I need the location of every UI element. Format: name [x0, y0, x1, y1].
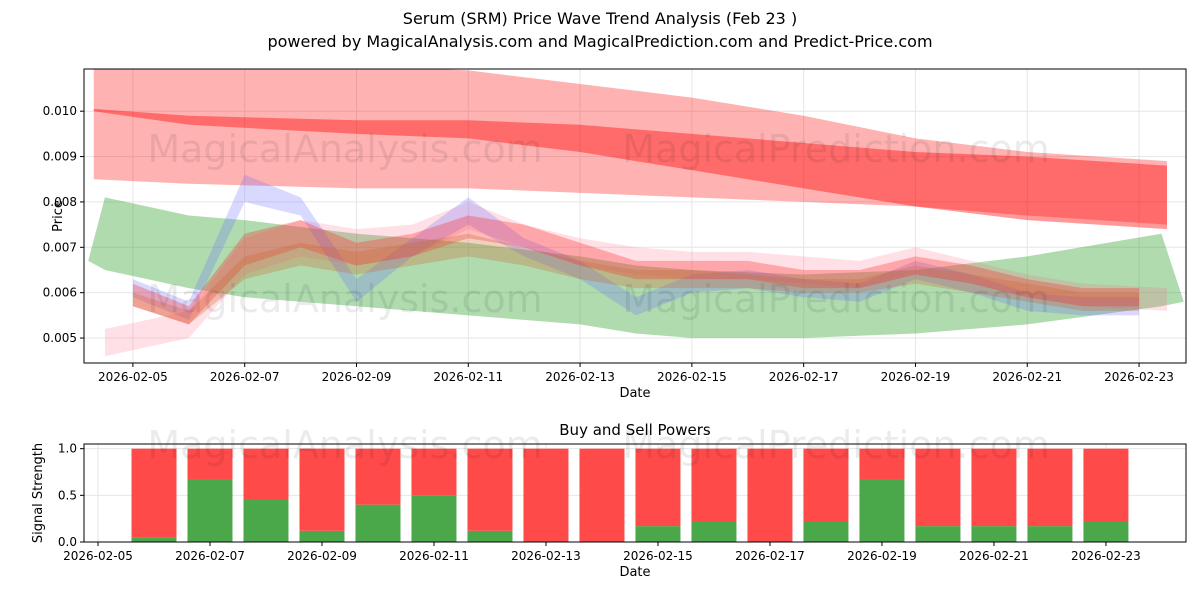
band-blue-wave	[132, 174, 1140, 320]
y-tick-label: 1.0	[58, 442, 77, 456]
sell-bar	[859, 448, 905, 480]
band-green	[88, 197, 1184, 339]
buy-bar	[243, 500, 289, 542]
x-axis-label: Date	[619, 565, 650, 580]
sell-bar	[579, 448, 625, 542]
band-dark-red	[93, 108, 1167, 230]
watermark: MagicalAnalysis.com	[147, 277, 542, 321]
band-red-wave	[132, 215, 1140, 325]
x-tick-label: 2026-02-05	[98, 370, 168, 384]
sell-bar	[411, 448, 457, 496]
sell-bar	[299, 448, 345, 531]
buy-bar	[355, 504, 401, 542]
x-tick-label: 2026-02-19	[881, 370, 951, 384]
sell-bar	[747, 448, 793, 542]
x-axis-label: Date	[619, 386, 650, 401]
x-tick-label: 2026-02-23	[1071, 549, 1141, 563]
sell-bar	[635, 448, 681, 527]
buy-bar	[1027, 526, 1073, 542]
x-tick-label: 2026-02-21	[959, 549, 1029, 563]
x-tick-label: 2026-02-15	[623, 549, 693, 563]
y-axis-label: Signal Strength	[31, 443, 46, 543]
sell-bar	[187, 448, 233, 480]
buy-bar	[411, 495, 457, 542]
x-tick-label: 2026-02-09	[287, 549, 357, 563]
plot-frame	[83, 443, 1187, 543]
buy-bar	[299, 530, 345, 542]
buy-bar	[467, 530, 513, 542]
buy-bar	[971, 526, 1017, 542]
y-tick-label: 0.008	[43, 195, 77, 209]
buy-bar	[915, 526, 961, 542]
y-tick-label: 0.010	[43, 104, 77, 118]
watermark: MagicalPrediction.com	[622, 127, 1050, 171]
x-tick-label: 2026-02-19	[847, 549, 917, 563]
watermark: MagicalAnalysis.com	[147, 423, 542, 467]
buy-bar	[187, 479, 233, 542]
x-tick-label: 2026-02-05	[63, 549, 133, 563]
x-tick-label: 2026-02-07	[210, 370, 280, 384]
sell-bar	[131, 448, 177, 538]
y-tick-label: 0.009	[43, 150, 77, 164]
buy-bar	[1083, 521, 1129, 542]
x-tick-label: 2026-02-15	[657, 370, 727, 384]
chart-subtitle: powered by MagicalAnalysis.com and Magic…	[267, 32, 933, 51]
x-tick-label: 2026-02-11	[433, 370, 503, 384]
buy-bar	[691, 521, 737, 542]
y-tick-label: 0.007	[43, 240, 77, 254]
x-tick-label: 2026-02-23	[1104, 370, 1174, 384]
y-tick-label: 0.5	[58, 488, 77, 502]
watermark: MagicalPrediction.com	[622, 277, 1050, 321]
sell-bar	[691, 448, 737, 522]
y-axis-label: Price	[51, 200, 66, 232]
band-wide-red	[93, 69, 1167, 225]
sell-bar	[355, 448, 401, 505]
sell-bar	[523, 448, 569, 542]
y-tick-label: 0.0	[58, 535, 77, 549]
sell-bar	[915, 448, 961, 527]
y-tick-label: 0.005	[43, 331, 77, 345]
bar-chart-title: Buy and Sell Powers	[559, 421, 711, 439]
watermark: MagicalAnalysis.com	[147, 127, 542, 171]
x-tick-label: 2026-02-21	[992, 370, 1062, 384]
x-tick-label: 2026-02-17	[735, 549, 805, 563]
x-tick-label: 2026-02-17	[769, 370, 839, 384]
sell-bar	[971, 448, 1017, 527]
sell-bar	[1027, 448, 1073, 527]
chart-title: Serum (SRM) Price Wave Trend Analysis (F…	[402, 9, 798, 28]
band-orange-wave	[132, 233, 1140, 325]
y-tick-label: 0.006	[43, 286, 77, 300]
sell-bar	[803, 448, 849, 522]
x-tick-label: 2026-02-11	[399, 549, 469, 563]
buy-bar	[131, 537, 177, 542]
band-pink-low	[104, 201, 1167, 357]
x-tick-label: 2026-02-13	[511, 549, 581, 563]
x-tick-label: 2026-02-13	[545, 370, 615, 384]
buy-bar	[635, 526, 681, 542]
sell-bar	[243, 448, 289, 500]
watermark: MagicalPrediction.com	[622, 423, 1050, 467]
sell-bar	[467, 448, 513, 531]
sell-bar	[1083, 448, 1129, 522]
buy-bar	[803, 521, 849, 542]
x-tick-label: 2026-02-09	[322, 370, 392, 384]
x-tick-label: 2026-02-07	[175, 549, 245, 563]
buy-bar	[859, 479, 905, 542]
plot-frame	[83, 68, 1187, 364]
